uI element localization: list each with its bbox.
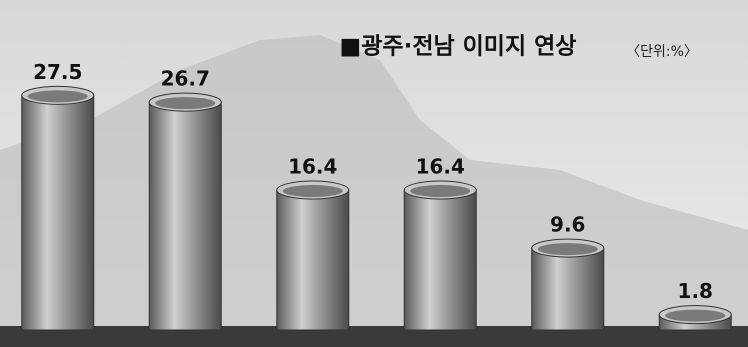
bar-cap-shade [410, 185, 471, 198]
bar [148, 101, 222, 331]
bar-cap-shade [665, 309, 726, 322]
bar-cap-shade [282, 185, 343, 198]
bar [276, 189, 350, 331]
ground [0, 326, 748, 347]
value-label: 26.7 [161, 67, 210, 91]
value-label: 16.4 [416, 155, 465, 179]
bar-cap-shade [537, 243, 598, 256]
bar-cap-shade [27, 90, 88, 103]
bar-cap-shade [155, 97, 216, 110]
unit-label: 〈단위:%〉 [626, 44, 698, 60]
bar [531, 247, 605, 331]
value-label: 1.8 [678, 279, 713, 303]
value-label: 16.4 [288, 155, 337, 179]
value-label: 9.6 [550, 213, 585, 237]
chart-title: ■광주·전남 이미지 연상 [340, 34, 577, 60]
value-label: 27.5 [33, 60, 82, 84]
bar [403, 189, 477, 331]
bar [21, 94, 95, 331]
